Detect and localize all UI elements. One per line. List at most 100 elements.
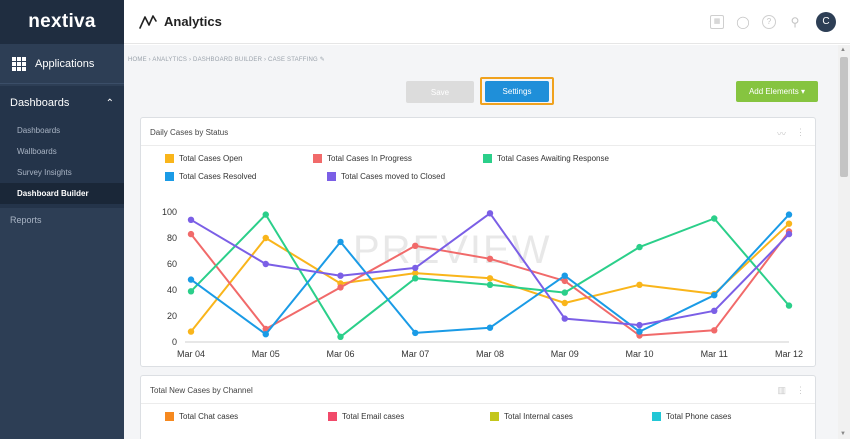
x-tick-label: Mar 12	[775, 349, 803, 359]
help-icon[interactable]: ?	[762, 15, 776, 29]
data-point	[561, 315, 568, 322]
legend-item[interactable]: Total Phone cases	[652, 412, 731, 421]
sidebar: nextiva Applications Dashboards ⌃ Dashbo…	[0, 0, 124, 439]
legend-label: Total Cases Open	[179, 154, 243, 163]
data-point	[187, 328, 195, 335]
settings-highlight	[480, 77, 554, 105]
card-tools: ▥ ⋮	[767, 385, 805, 396]
x-tick-label: Mar 10	[625, 349, 653, 359]
data-point	[785, 211, 793, 218]
calendar-icon[interactable]: ▦	[710, 15, 724, 29]
data-point	[412, 275, 419, 282]
data-point	[337, 238, 344, 246]
pencil-icon[interactable]: ✎	[319, 57, 325, 63]
more-options-icon[interactable]: ⋮	[796, 127, 805, 137]
legend-label: Total Internal cases	[504, 412, 573, 421]
settings-button[interactable]: Settings	[485, 81, 549, 102]
scroll-up-icon[interactable]: ▲	[840, 47, 846, 53]
y-tick-label: 60	[167, 259, 177, 269]
x-tick-label: Mar 11	[701, 349, 728, 359]
data-point	[187, 216, 195, 223]
add-elements-button[interactable]: Add Elements ▾	[736, 81, 818, 102]
data-point	[262, 331, 269, 338]
legend-swatch	[165, 154, 174, 163]
chat-icon[interactable]: ◯	[736, 15, 750, 29]
legend-swatch	[483, 154, 492, 163]
sidebar-item-dashboard-builder[interactable]: Dashboard Builder	[0, 183, 124, 204]
sidebar-item-wallboards[interactable]: Wallboards	[17, 147, 57, 156]
data-point	[486, 210, 494, 217]
data-point	[636, 328, 643, 335]
legend-item[interactable]: Total Email cases	[328, 412, 404, 421]
sidebar-item-reports[interactable]: Reports	[10, 215, 42, 225]
data-point	[561, 289, 568, 296]
scroll-down-icon[interactable]: ▼	[840, 431, 846, 437]
data-point	[337, 272, 344, 279]
legend-swatch	[313, 154, 322, 163]
applications-label: Applications	[35, 57, 95, 70]
x-tick-label: Mar 05	[252, 349, 280, 359]
data-point	[262, 234, 269, 242]
data-point	[561, 272, 568, 279]
legend-item[interactable]: Total Cases In Progress	[313, 154, 412, 163]
page-scrollbar[interactable]: ▲ ▼	[838, 45, 850, 439]
y-tick-label: 80	[167, 233, 177, 243]
top-icons: ▦ ◯ ? ⚲ C	[698, 12, 836, 32]
x-tick-label: Mar 08	[476, 349, 504, 359]
dashboards-section-toggle[interactable]: Dashboards ⌃	[0, 86, 124, 120]
sidebar-item-dashboards[interactable]: Dashboards	[17, 126, 61, 135]
save-button[interactable]: Save	[406, 81, 474, 103]
data-point	[412, 329, 419, 337]
data-point	[486, 281, 494, 288]
data-point	[187, 288, 195, 295]
legend-label: Total Cases In Progress	[327, 154, 412, 163]
data-point	[337, 284, 344, 291]
data-point	[561, 277, 568, 285]
chevron-up-icon: ⌃	[105, 97, 114, 109]
y-tick-label: 100	[162, 207, 177, 217]
data-point	[785, 230, 793, 238]
data-point	[636, 243, 643, 251]
legend-item[interactable]: Total Cases Resolved	[165, 172, 256, 181]
data-point	[636, 321, 643, 329]
breadcrumb-text[interactable]: HOME › ANALYTICS › DASHBOARD BUILDER › C…	[128, 57, 318, 63]
legend-swatch	[328, 412, 337, 421]
data-point	[262, 211, 269, 218]
data-point	[187, 276, 195, 283]
scrollbar-thumb[interactable]	[840, 57, 848, 177]
legend-item[interactable]: Total Internal cases	[490, 412, 573, 421]
x-tick-label: Mar 06	[326, 349, 354, 359]
legend-label: Total Email cases	[342, 412, 405, 421]
more-options-icon[interactable]: ⋮	[796, 385, 805, 395]
series-line	[190, 213, 790, 336]
y-tick-label: 20	[167, 311, 177, 321]
legend-item[interactable]: Total Cases moved to Closed	[327, 172, 445, 181]
bar-chart-icon[interactable]: ▥	[777, 385, 786, 395]
analytics-icon	[139, 14, 157, 29]
legend-item[interactable]: Total Chat cases	[165, 412, 238, 421]
legend-item[interactable]: Total Cases Awaiting Response	[483, 154, 609, 163]
divider	[141, 145, 815, 146]
new-cases-by-channel-card: Total New Cases by Channel ▥ ⋮ Total Cha…	[140, 375, 816, 439]
data-point	[412, 242, 419, 249]
dashboards-subnav: Dashboards Wallboards Survey Insights Da…	[0, 120, 124, 208]
legend-item[interactable]: Total Cases Open	[165, 154, 243, 163]
legend-label: Total Phone cases	[666, 412, 732, 421]
data-point	[412, 264, 419, 272]
legend-swatch	[327, 172, 336, 181]
data-point	[262, 260, 269, 268]
dashboards-section-label: Dashboards	[10, 97, 70, 109]
divider	[141, 403, 815, 404]
x-tick-label: Mar 09	[551, 349, 579, 359]
applications-menu[interactable]: Applications	[0, 44, 124, 84]
wrench-icon[interactable]: ⚲	[790, 15, 800, 29]
data-point	[561, 299, 568, 307]
user-avatar[interactable]: C	[816, 12, 836, 32]
data-point	[412, 269, 419, 277]
chart-type-icon[interactable]: 〰	[776, 129, 786, 139]
top-bar: Analytics ▦ ◯ ? ⚲ C	[124, 0, 850, 44]
nextiva-logo[interactable]: nextiva	[0, 0, 124, 44]
data-point	[187, 230, 195, 238]
main-content: HOME › ANALYTICS › DASHBOARD BUILDER › C…	[124, 45, 838, 439]
sidebar-item-survey-insights[interactable]: Survey Insights	[17, 168, 72, 177]
